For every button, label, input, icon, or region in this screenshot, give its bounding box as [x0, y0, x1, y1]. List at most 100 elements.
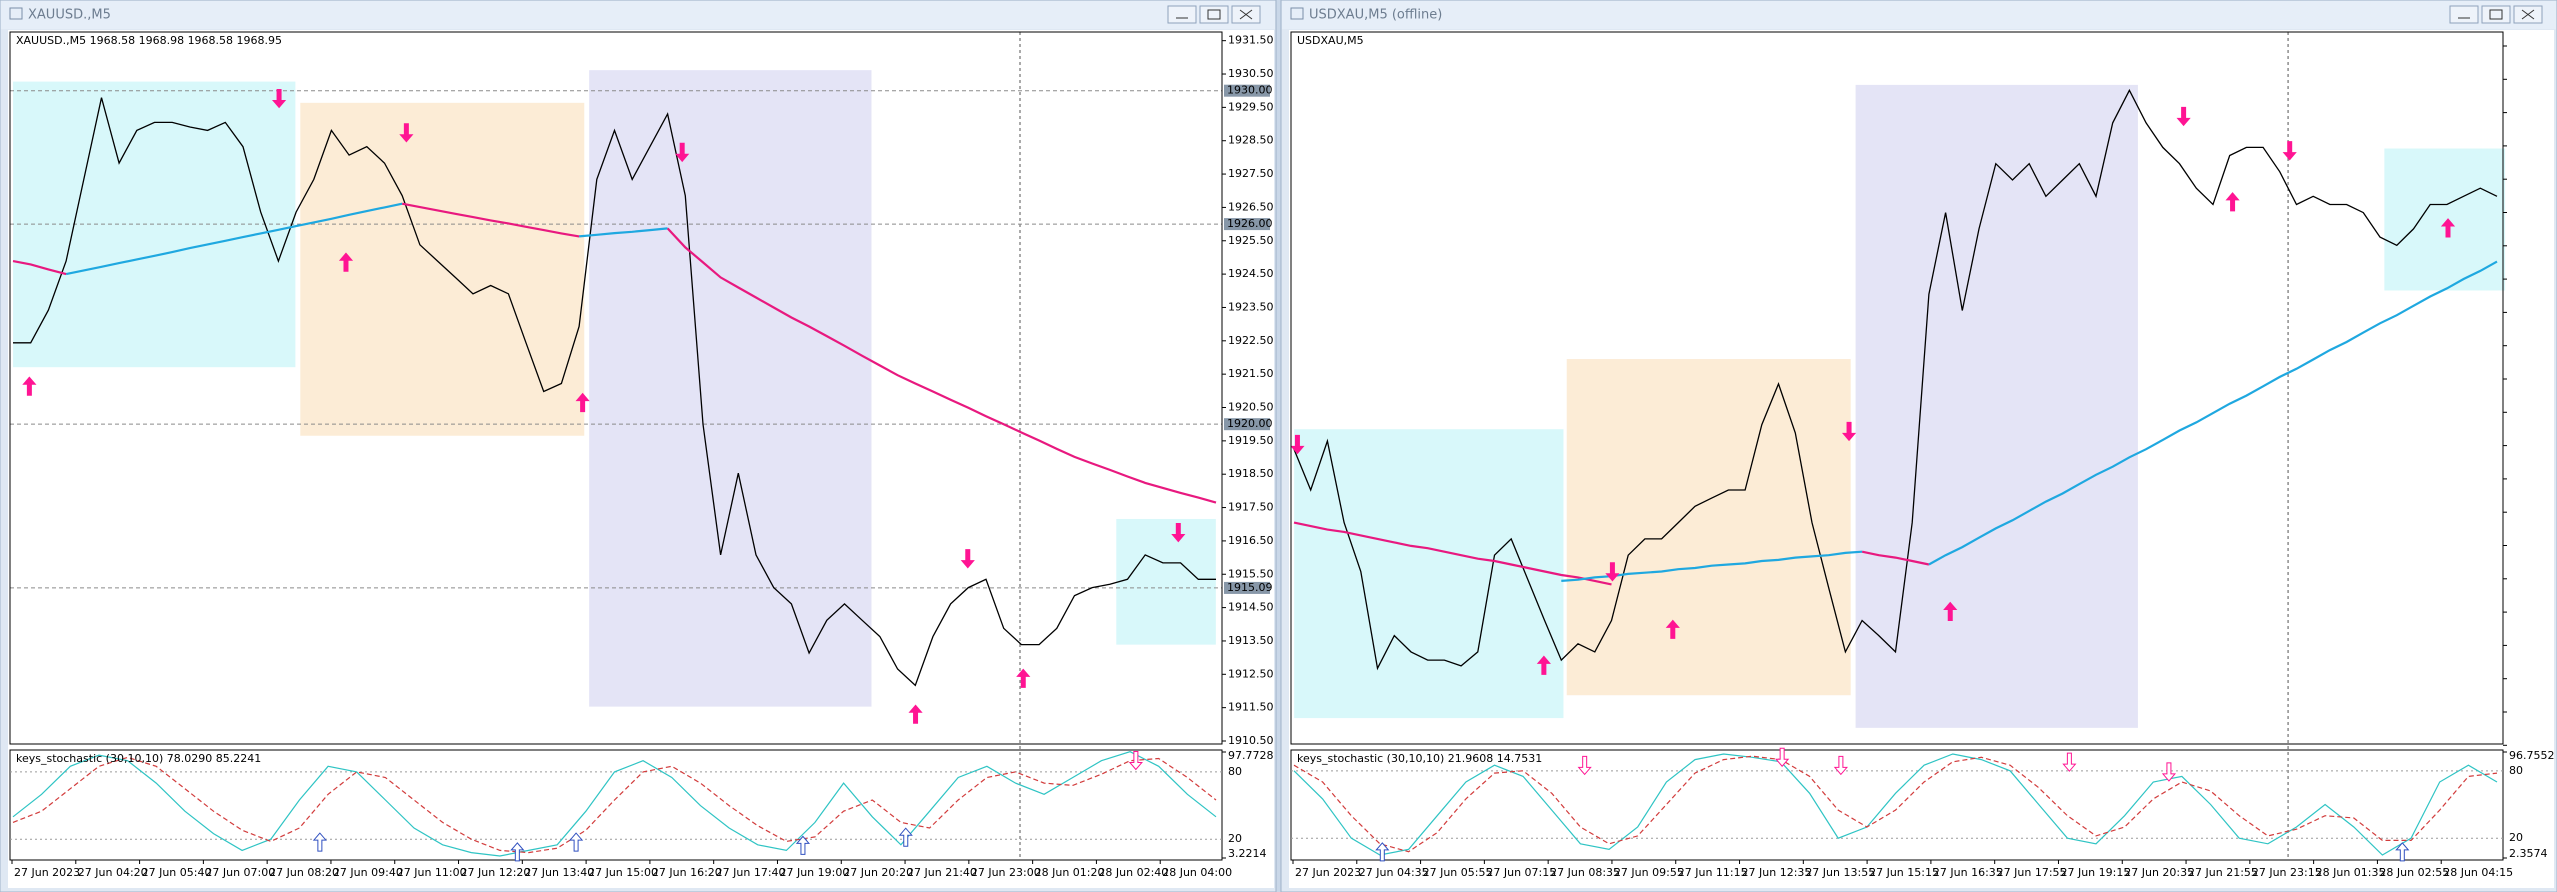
- title-bar: [1282, 1, 2556, 29]
- y-tick-label: 96.7552: [2509, 749, 2555, 762]
- x-tick-label: 27 Jun 11:15: [1678, 866, 1748, 879]
- y-tick-label: 1926.50: [1228, 200, 1274, 213]
- down-arrow: [2282, 141, 2297, 161]
- x-tick-label: 27 Jun 08:20: [269, 866, 339, 879]
- up-arrow: [898, 827, 913, 847]
- zone: [589, 70, 872, 707]
- y-tick-label: 1928.50: [1228, 134, 1274, 147]
- y-tick-label: 1914.50: [1228, 601, 1274, 614]
- x-tick-label: 28 Jun 02:40: [1098, 866, 1168, 879]
- main-pane-frame: [9, 31, 1223, 745]
- level-label: 1926.00: [1227, 217, 1273, 230]
- x-tick-label: 27 Jun 09:40: [333, 866, 403, 879]
- y-tick-label: 1920.50: [1228, 401, 1274, 414]
- up-arrow: [510, 842, 525, 862]
- zone: [1855, 84, 2138, 728]
- y-tick-label: 2.3574: [2509, 847, 2548, 860]
- icon: [1207, 9, 1221, 20]
- x-tick-label: 28 Jun 04:15: [2443, 866, 2513, 879]
- minimize-button[interactable]: [1167, 5, 1197, 24]
- x-tick-label: 27 Jun 04:35: [1359, 866, 1429, 879]
- up-arrow: [569, 832, 584, 852]
- level-label-box: [1224, 418, 1270, 431]
- x-tick-label: 27 Jun 17:40: [716, 866, 786, 879]
- x-tick-label: 27 Jun 17:55: [1997, 866, 2067, 879]
- down-arrow: [960, 549, 975, 569]
- maximize-button[interactable]: [2481, 5, 2511, 24]
- series-line: [12, 756, 1217, 854]
- up-arrow: [22, 376, 37, 396]
- y-tick-label: 1917.50: [1228, 501, 1274, 514]
- x-tick-label: 27 Jun 04:20: [78, 866, 148, 879]
- series-line: [1293, 521, 1930, 586]
- series-line: [1293, 755, 2498, 853]
- x-tick-label: 27 Jun 13:40: [524, 866, 594, 879]
- window-icon: [1290, 7, 1304, 20]
- x-tick-label: 27 Jun 21:55: [2188, 866, 2258, 879]
- y-tick-label: 1921.50: [1228, 367, 1274, 380]
- icon: [1239, 9, 1253, 20]
- x-tick-label: 27 Jun 16:20: [652, 866, 722, 879]
- window-buttons: [1167, 5, 1261, 24]
- indicator-pane-frame: [9, 749, 1223, 861]
- y-tick-label: 1930.50: [1228, 67, 1274, 80]
- y-tick-label: 80: [2509, 764, 2523, 777]
- y-tick-label: 3.2214: [1228, 847, 1267, 860]
- x-tick-label: 27 Jun 11:00: [397, 866, 467, 879]
- x-tick-label: 27 Jun 07:00: [205, 866, 275, 879]
- down-arrow: [675, 142, 690, 163]
- down-arrow: [2062, 752, 2077, 772]
- y-tick-label: 1924.50: [1228, 267, 1274, 280]
- x-tick-label: 27 Jun 07:15: [1486, 866, 1556, 879]
- y-tick-label: 1923.50: [1228, 300, 1274, 313]
- indicator-label: keys_stochastic (30,10,10) 78.0290 85.22…: [16, 752, 261, 765]
- x-tick-label: 27 Jun 20:35: [2124, 866, 2194, 879]
- down-arrow: [1841, 421, 1857, 442]
- up-arrow: [1943, 601, 1958, 621]
- y-tick-label: 1929.50: [1228, 100, 1274, 113]
- x-tick-label: 27 Jun 16:35: [1933, 866, 2003, 879]
- maximize-button[interactable]: [1199, 5, 1229, 24]
- x-tick-label: 27 Jun 20:20: [843, 866, 913, 879]
- icon: [2489, 9, 2503, 20]
- zone: [2384, 148, 2506, 291]
- chart-label: USDXAU,M5: [1297, 34, 1364, 47]
- level-label-box: [1224, 218, 1270, 231]
- x-tick-label: 27 Jun 21:40: [907, 866, 977, 879]
- y-tick-label: 80: [1228, 765, 1242, 778]
- x-tick-label: 28 Jun 01:35: [2316, 866, 2386, 879]
- up-arrow: [1665, 619, 1680, 639]
- x-tick-label: 27 Jun 23:00: [971, 866, 1041, 879]
- y-tick-label: 1913.50: [1228, 634, 1274, 647]
- down-arrow: [1290, 434, 1305, 455]
- zone: [1294, 429, 1564, 719]
- down-arrow: [1171, 523, 1186, 543]
- y-tick-label: 1922.50: [1228, 334, 1274, 347]
- x-tick-label: 27 Jun 19:15: [2060, 866, 2130, 879]
- down-arrow: [1128, 751, 1143, 771]
- chart-label: XAUUSD.,M5 1968.58 1968.98 1968.58 1968.…: [16, 34, 282, 47]
- level-label: 1920.00: [1227, 417, 1273, 430]
- y-tick-label: 1918.50: [1228, 467, 1274, 480]
- x-tick-label: 27 Jun 15:15: [1869, 866, 1939, 879]
- series-line: [12, 202, 1217, 504]
- title-bar: [1, 1, 1275, 29]
- up-arrow: [1536, 655, 1551, 675]
- level-label: 1930.00: [1227, 84, 1273, 97]
- zone: [1116, 518, 1216, 645]
- y-tick-label: 1925.50: [1228, 234, 1274, 247]
- indicator-label: keys_stochastic (30,10,10) 21.9608 14.75…: [1297, 752, 1542, 765]
- indicator-pane-frame: [1290, 749, 2504, 861]
- y-tick-label: 20: [1228, 832, 1242, 845]
- x-tick-label: 27 Jun 08:35: [1550, 866, 1620, 879]
- level-label: 1915.09: [1227, 581, 1273, 594]
- down-arrow: [399, 123, 414, 143]
- x-tick-label: 27 Jun 15:00: [588, 866, 658, 879]
- minimize-button[interactable]: [2449, 5, 2479, 24]
- x-tick-label: 27 Jun 2023: [1295, 866, 1361, 879]
- x-tick-label: 27 Jun 12:35: [1742, 866, 1812, 879]
- x-tick-label: 27 Jun 2023: [14, 866, 80, 879]
- down-arrow: [1775, 747, 1790, 768]
